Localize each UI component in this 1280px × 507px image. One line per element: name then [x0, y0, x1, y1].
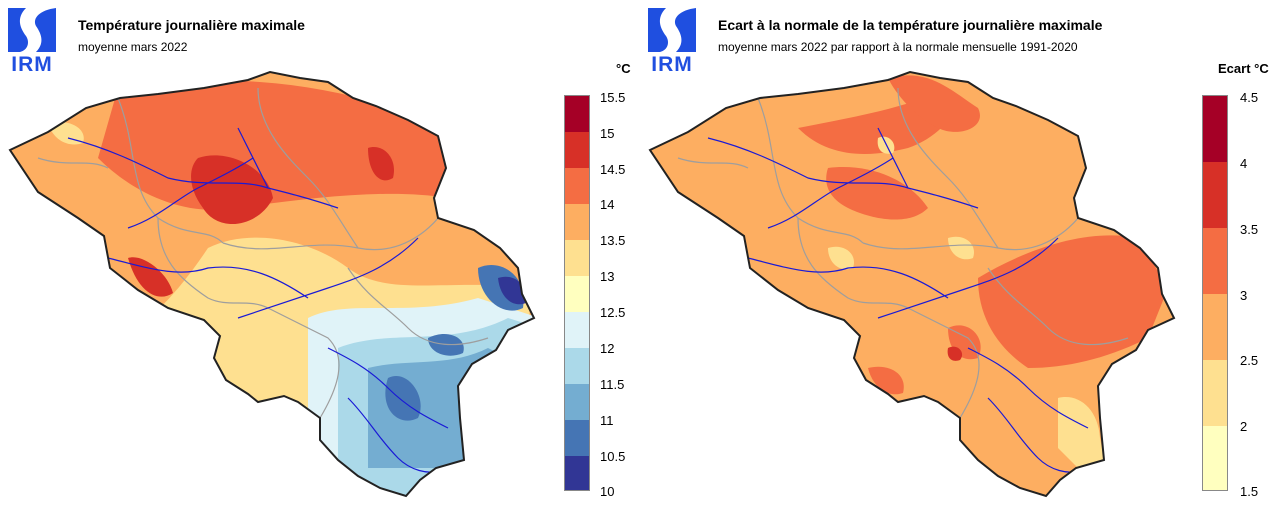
map-subtitle: moyenne mars 2022 par rapport à la norma… — [718, 40, 1078, 54]
legend-tick: 15 — [600, 126, 615, 141]
legend-swatch — [1203, 162, 1227, 228]
legend-swatch — [565, 204, 589, 240]
legend-swatch — [1203, 294, 1227, 360]
legend-tick: 13 — [600, 269, 615, 284]
legend-color-bar — [1202, 95, 1228, 491]
legend-swatch — [565, 276, 589, 312]
legend-tick: 3 — [1240, 288, 1248, 303]
legend-tick: 14.5 — [600, 162, 626, 177]
map-title: Température journalière maximale — [78, 17, 305, 33]
legend-swatch — [565, 348, 589, 384]
irm-logo-text: IRM — [11, 53, 53, 76]
legend-tick: 12.5 — [600, 305, 626, 320]
legend-swatch — [1203, 96, 1227, 162]
legend-tick: 2 — [1240, 419, 1248, 434]
legend-swatch — [565, 384, 589, 420]
irm-logo-icon — [8, 8, 56, 52]
irm-logo-text: IRM — [651, 53, 693, 76]
legend-swatch — [565, 96, 589, 132]
legend-tick: 12 — [600, 341, 615, 356]
legend-unit: °C — [616, 61, 631, 76]
legend-swatch — [565, 312, 589, 348]
panel-temperature-max: IRM Température journalière maximale moy… — [6, 6, 631, 499]
legend-tick: 4.5 — [1240, 90, 1259, 105]
belgium-temperature-map — [8, 70, 536, 498]
legend-tick: 11 — [600, 413, 614, 428]
legend-tick: 15.5 — [600, 90, 626, 105]
legend-swatch — [565, 168, 589, 204]
legend-swatch — [565, 240, 589, 276]
irm-logo-icon — [648, 8, 696, 52]
legend-swatch — [1203, 426, 1227, 490]
map-subtitle: moyenne mars 2022 — [78, 40, 188, 54]
legend-tick: 4 — [1240, 156, 1248, 171]
panel-temperature-anomaly: IRM Ecart à la normale de la température… — [640, 0, 1280, 507]
legend-color-bar — [564, 95, 590, 491]
legend-swatch — [565, 456, 589, 490]
legend-tick: 10 — [600, 484, 615, 499]
legend-tick: 11.5 — [600, 377, 625, 392]
legend-swatch — [565, 132, 589, 168]
legend-tick: 2.5 — [1240, 353, 1259, 368]
legend-tick: 10.5 — [600, 449, 626, 464]
irm-logo: IRM — [6, 6, 58, 76]
legend-tick: 14 — [600, 197, 615, 212]
legend-swatch — [565, 420, 589, 456]
legend-unit: Ecart °C — [1218, 61, 1269, 76]
map-title: Ecart à la normale de la température jou… — [718, 17, 1103, 33]
legend-tick: 1.5 — [1240, 484, 1259, 499]
irm-logo: IRM — [646, 6, 698, 76]
legend-swatch — [1203, 228, 1227, 294]
belgium-anomaly-map — [648, 70, 1176, 498]
legend-swatch — [1203, 360, 1227, 426]
legend-tick: 13.5 — [600, 233, 626, 248]
legend-tick: 3.5 — [1240, 222, 1259, 237]
